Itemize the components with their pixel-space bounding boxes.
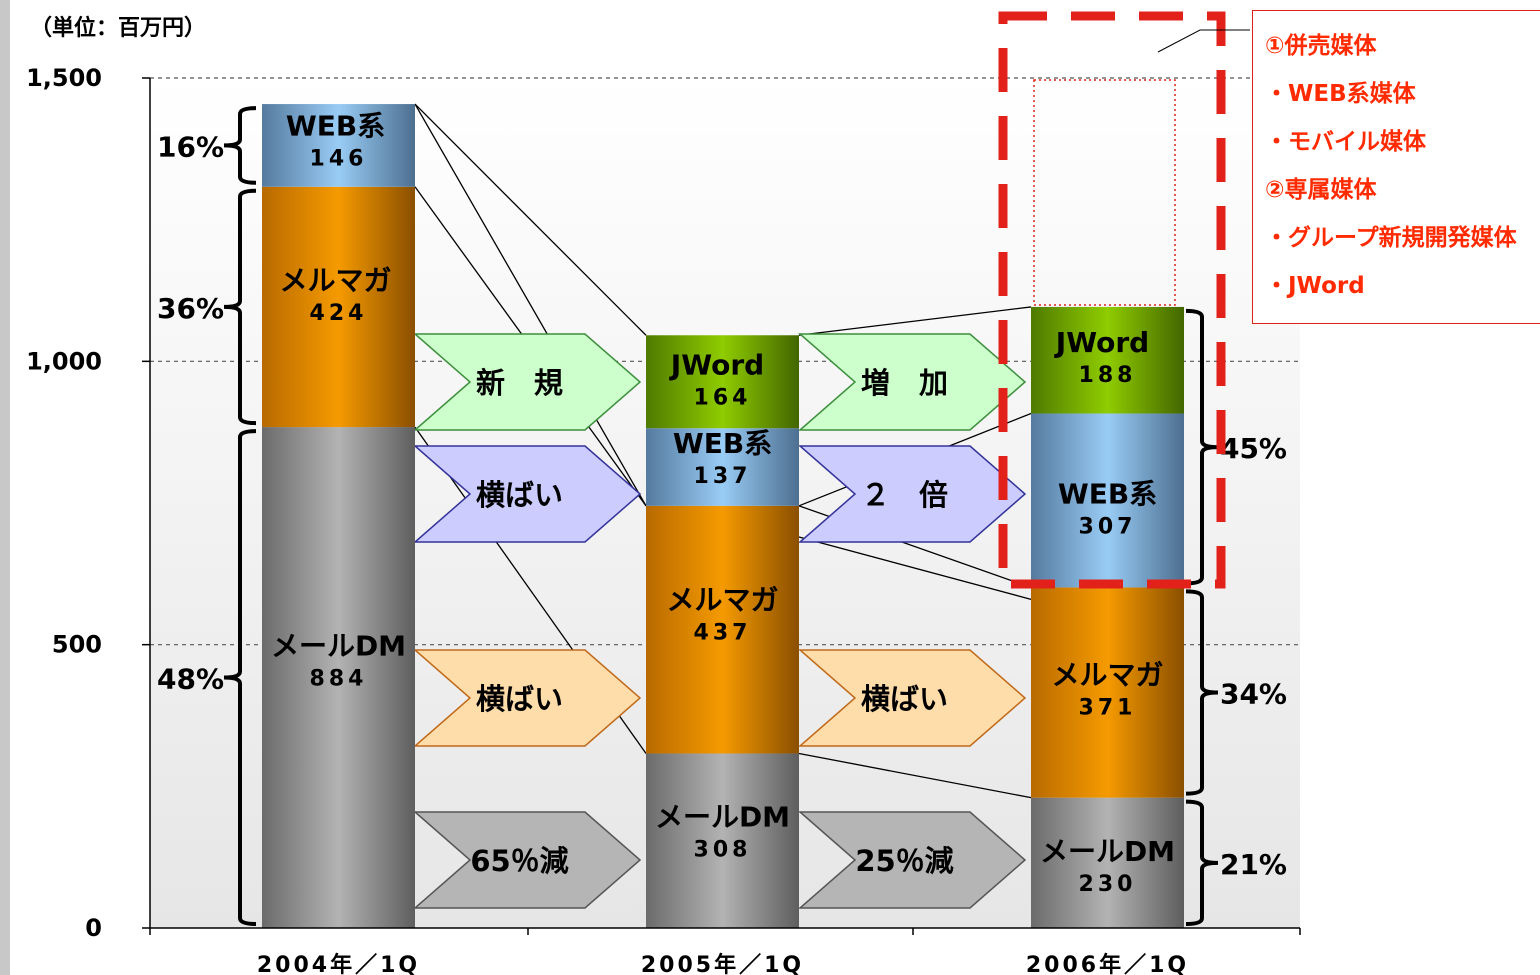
bar-JWord-2006年／1Q — [1031, 306, 1184, 414]
transition-arrow-label: 25％減 — [855, 844, 953, 878]
data-label: 137 — [694, 464, 752, 489]
bar-WEB系-2004年／1Q — [262, 104, 415, 187]
segment-name-label: メルマガ — [279, 264, 391, 297]
bar-メールDM-2005年／1Q — [646, 753, 799, 928]
callout-pointer-line — [1157, 29, 1250, 53]
callout-item-3: ・モバイル媒体 — [1265, 129, 1426, 155]
segment-name-label: メールDM — [1040, 835, 1175, 868]
bar-メルマガ-2005年／1Q — [646, 505, 799, 754]
segment-name-label: メールDM — [655, 801, 790, 834]
bar-WEB系-2006年／1Q — [1031, 413, 1184, 588]
share-bracket — [1185, 799, 1219, 926]
bar-JWord-2005年／1Q — [646, 335, 799, 429]
share-bracket — [1185, 589, 1219, 796]
transition-arrow — [413, 649, 642, 747]
x-tick-label: 2004年／1Q — [257, 952, 420, 975]
callout-item-4: ②専属媒体 — [1265, 177, 1377, 203]
connector-line — [798, 536, 1032, 600]
segment-name-label: JWord — [1054, 326, 1149, 359]
segment-name-label: WEB系 — [1058, 477, 1157, 510]
bar-メールDM-2004年／1Q — [262, 427, 415, 928]
data-label: 884 — [310, 667, 368, 692]
x-tick-label: 2006年／1Q — [1026, 952, 1189, 975]
data-label: 188 — [1079, 363, 1137, 388]
connector-line — [798, 752, 1032, 799]
share-percent-label: 21% — [1220, 848, 1287, 881]
y-tick-label: 0 — [85, 914, 102, 942]
data-label: 146 — [310, 146, 368, 171]
data-label: 307 — [1079, 514, 1137, 539]
transition-arrow-label: 横ばい — [861, 682, 948, 716]
transition-arrow — [798, 811, 1027, 909]
data-label: 437 — [694, 621, 752, 646]
share-bracket — [223, 188, 257, 426]
share-bracket — [223, 106, 257, 185]
callout-item-6: ・JWord — [1265, 273, 1365, 299]
bar-メルマガ-2004年／1Q — [262, 186, 415, 428]
highlight-dashed-box — [998, 11, 1226, 589]
share-bracket — [223, 429, 257, 926]
unit-label: （単位：百万円） — [30, 16, 207, 41]
bar-メールDM-2006年／1Q — [1031, 797, 1184, 928]
segment-name-label: メルマガ — [666, 584, 778, 617]
callout-item-2: ・WEB系媒体 — [1265, 81, 1416, 107]
segment-name-label: メールDM — [271, 630, 406, 663]
segment-name-label: WEB系 — [673, 427, 772, 460]
share-percent-label: 48% — [157, 663, 224, 696]
data-label: 230 — [1079, 872, 1137, 897]
y-tick-label: 1,500 — [26, 64, 102, 92]
callout-item-5: ・グループ新規開発媒体 — [1265, 225, 1517, 251]
share-percent-label: 36% — [157, 292, 224, 325]
left-edge-strip — [0, 0, 10, 975]
y-tick-label: 1,000 — [26, 347, 102, 375]
connector-line — [414, 103, 647, 507]
transition-arrow-label: 横ばい — [476, 478, 563, 512]
transition-arrow-label: 65％減 — [470, 844, 568, 878]
data-label: 371 — [1079, 696, 1137, 721]
transition-arrow — [413, 445, 642, 543]
transition-arrow — [798, 333, 1027, 431]
transition-arrow — [413, 811, 642, 909]
data-label: 164 — [694, 386, 752, 411]
callout-item-1: ①併売媒体 — [1265, 33, 1377, 59]
transition-arrow-label: 横ばい — [476, 682, 563, 716]
share-percent-label: 45% — [1220, 432, 1287, 465]
connector-line — [414, 103, 647, 336]
transition-arrow-label: 新 規 — [476, 366, 563, 400]
y-tick-label: 500 — [52, 631, 102, 659]
data-label: 424 — [310, 301, 368, 326]
transition-arrow-label: 増 加 — [861, 366, 948, 400]
segment-name-label: JWord — [669, 349, 764, 382]
transition-arrow-label: ２ 倍 — [861, 478, 948, 512]
x-tick-label: 2005年／1Q — [641, 952, 804, 975]
segment-name-label: メルマガ — [1051, 659, 1163, 692]
share-percent-label: 16% — [157, 130, 224, 163]
transition-arrow — [413, 333, 642, 431]
segment-name-label: WEB系 — [286, 109, 385, 142]
bar-メルマガ-2006年／1Q — [1031, 587, 1184, 798]
transition-arrow — [798, 445, 1027, 543]
share-percent-label: 34% — [1220, 678, 1287, 711]
connector-line — [798, 306, 1032, 336]
data-label: 308 — [694, 838, 752, 863]
callout-box: ①併売媒体 ・WEB系媒体 ・モバイル媒体 ②専属媒体 ・グループ新規開発媒体 … — [1252, 10, 1540, 324]
transition-arrow — [798, 649, 1027, 747]
bar-WEB系-2005年／1Q — [646, 428, 799, 506]
highlight-dotted-box — [1033, 79, 1176, 306]
